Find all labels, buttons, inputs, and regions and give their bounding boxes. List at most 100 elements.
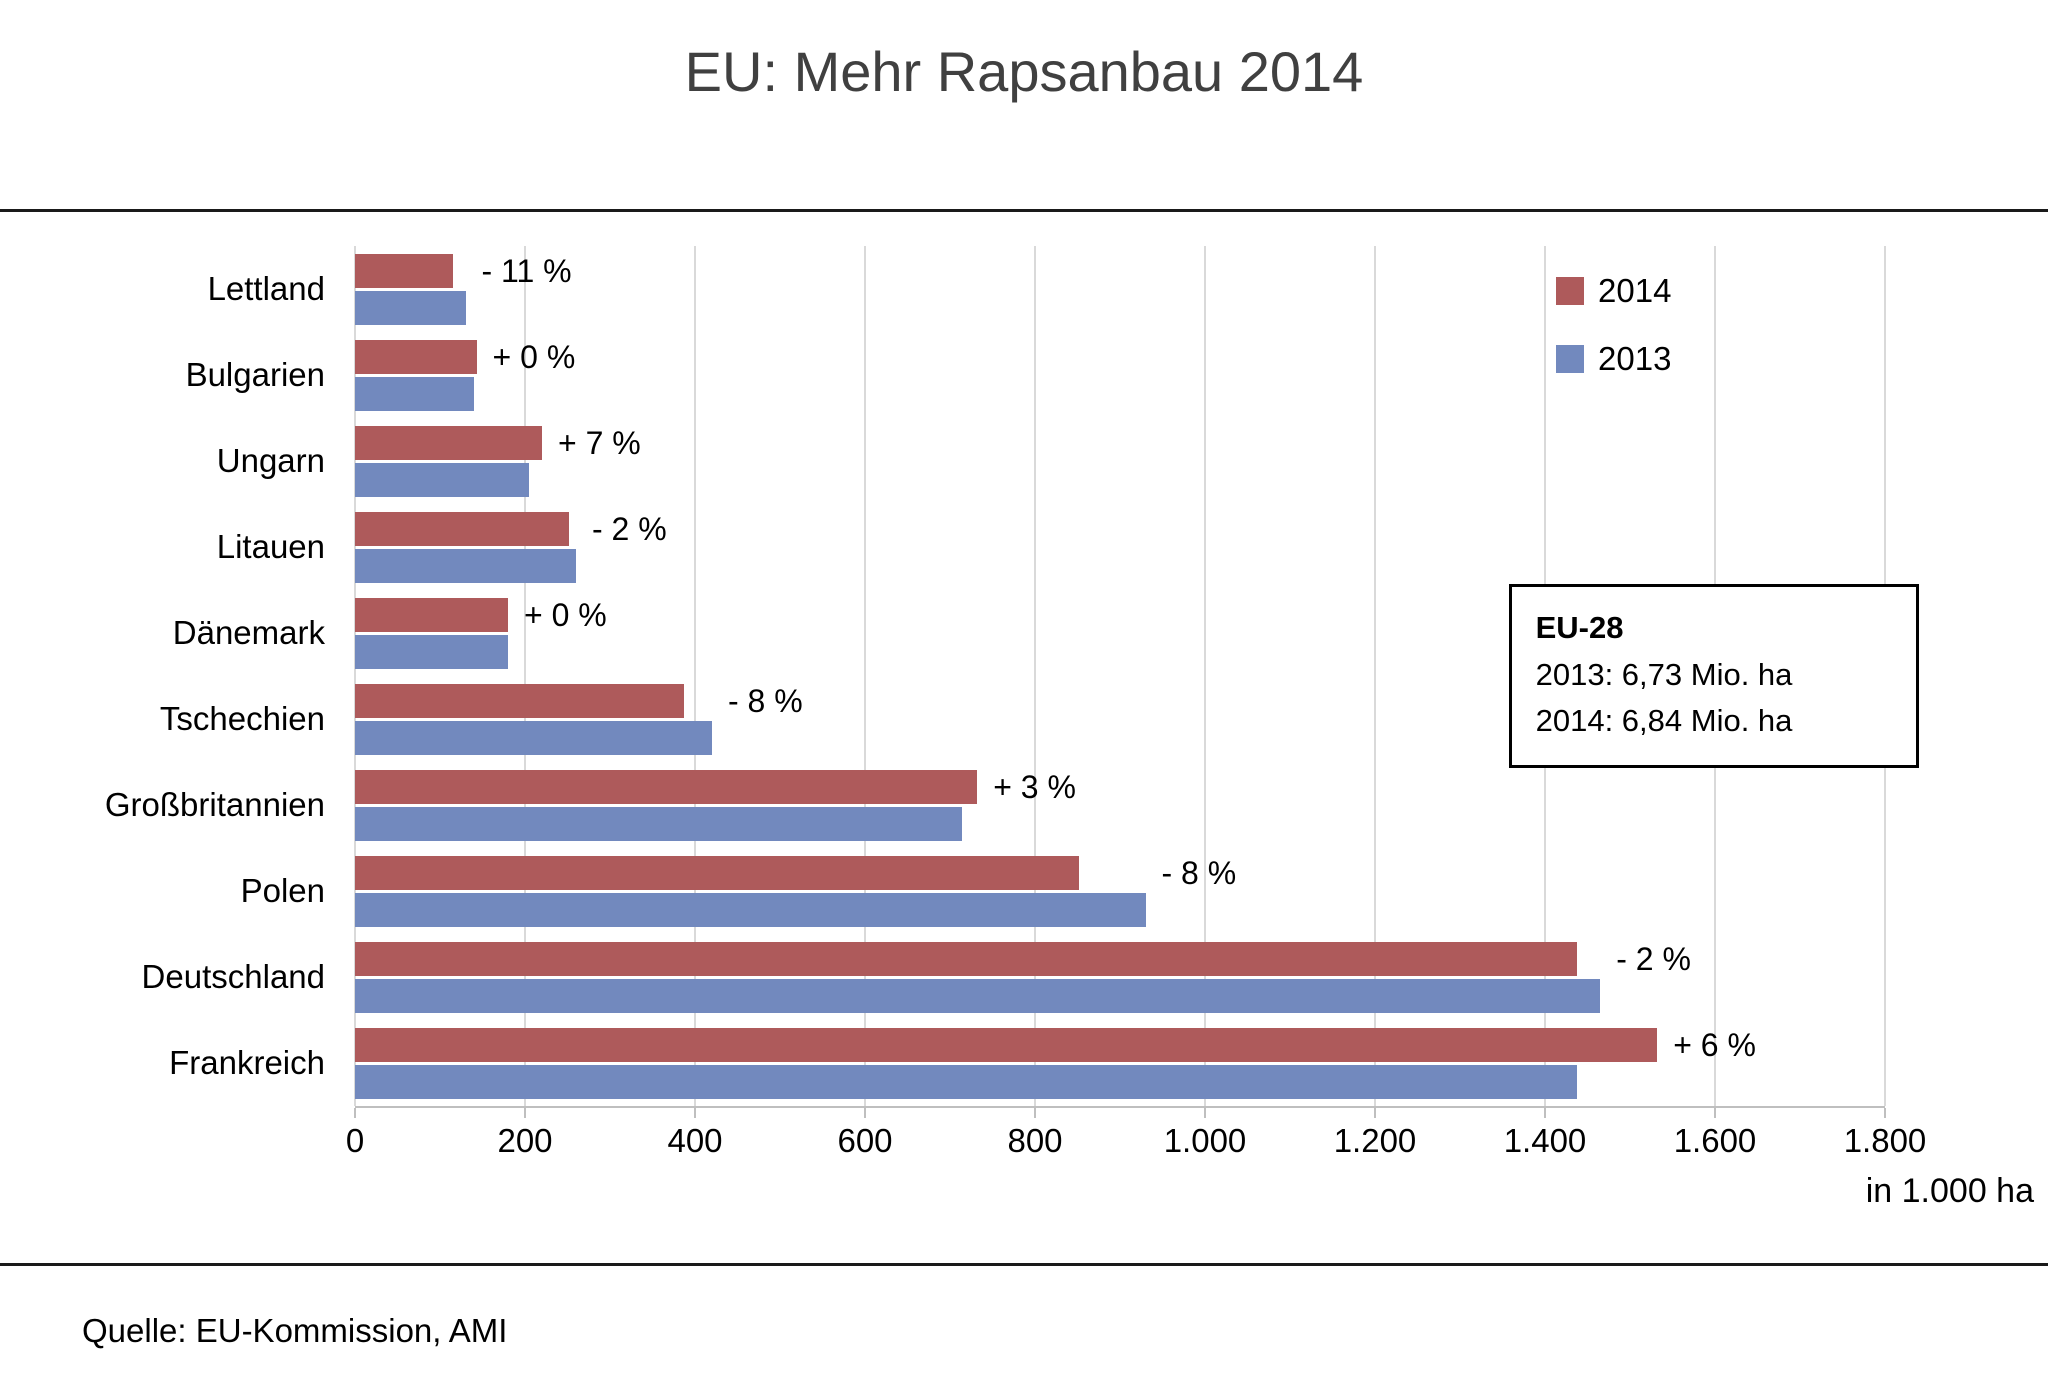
bar-2013: [355, 807, 962, 842]
bar-2014: [355, 1028, 1658, 1063]
change-percent-label: - 2 %: [592, 511, 667, 548]
gridline: [864, 246, 866, 1107]
category-label: Bulgarien: [185, 356, 325, 394]
category-row: Tschechien - 8 %: [160, 676, 1885, 762]
annotation-line-2013: 2013: 6,73 Mio. ha: [1535, 656, 1793, 692]
bar-2013: [355, 549, 576, 584]
gridline: [1034, 246, 1036, 1107]
bar-2014: [355, 512, 570, 547]
x-tick-label: 200: [497, 1122, 553, 1160]
x-tick-label: 0: [345, 1122, 365, 1160]
category-row: Großbritannien + 3 %: [105, 762, 1885, 848]
bar-2013: [355, 291, 466, 326]
bar-pair: [355, 512, 1885, 584]
chart-page: EU: Mehr Rapsanbau 2014 Lettland - 11 % Bu…: [0, 40, 2048, 1350]
legend-swatch-icon: [1556, 345, 1585, 374]
x-tick-label: 600: [837, 1122, 893, 1160]
bar-2013: [355, 377, 474, 412]
annotation-line-2014: 2014: 6,84 Mio. ha: [1535, 703, 1793, 739]
bar-2014: [355, 598, 508, 633]
category-row: Bulgarien + 0 %: [186, 332, 1885, 418]
bar-2014: [355, 340, 477, 375]
legend-item-2014: 2014: [1556, 272, 1671, 310]
bar-2014: [355, 942, 1578, 977]
plot-area: Lettland - 11 % Bulgarien + 0 % Ungarn + 7 % L…: [105, 246, 1919, 1109]
gridline: [694, 246, 696, 1107]
bar-pair: [355, 254, 1885, 326]
change-percent-label: + 3 %: [993, 769, 1076, 806]
bar-2014: [355, 254, 453, 289]
legend-label: 2013: [1598, 340, 1672, 378]
category-row: Dänemark + 0 %: [173, 590, 1885, 676]
category-label: Litauen: [216, 528, 325, 566]
chart-title: EU: Mehr Rapsanbau 2014: [684, 40, 1364, 103]
bar-pair: [355, 684, 1885, 756]
gridline: [1204, 246, 1206, 1107]
category-row: Polen - 8 %: [241, 848, 1885, 934]
category-row: Ungarn + 7 %: [217, 418, 1885, 504]
x-axis-ticks: 0 200 400 600 800 1.000 1.200 1.400 1.600 1.800: [346, 1108, 1926, 1168]
category-label: Großbritannien: [104, 786, 325, 824]
category-label: Tschechien: [159, 700, 325, 738]
x-axis-unit-label: in 1.000 ha: [1865, 1172, 2034, 1211]
bar-2013: [355, 635, 508, 670]
category-label: Dänemark: [172, 614, 325, 652]
source-note: Quelle: EU-Kommission, AMI: [82, 1312, 508, 1350]
x-tick-mark: [1204, 1108, 1206, 1119]
change-percent-label: - 8 %: [1161, 855, 1237, 892]
category-label: Polen: [240, 872, 325, 910]
eu28-annotation-box: EU-28 2013: 6,73 Mio. ha 2014: 6,84 Mio.…: [1508, 584, 1919, 768]
x-tick-mark: [1714, 1108, 1716, 1119]
category-row: Litauen - 2 %: [217, 504, 1885, 590]
legend-swatch-icon: [1556, 277, 1585, 306]
bar-rows: Lettland - 11 % Bulgarien + 0 % Ungarn + 7 % L…: [105, 246, 1885, 1106]
category-label: Lettland: [207, 270, 325, 308]
category-label: Frankreich: [169, 1044, 325, 1082]
bar-chart: Lettland - 11 % Bulgarien + 0 % Ungarn + 7 % L…: [0, 246, 1926, 1168]
legend-label: 2014: [1598, 272, 1672, 310]
change-percent-label: - 11 %: [481, 253, 572, 290]
legend-item-2013: 2013: [1556, 340, 1671, 378]
x-tick-label: 1.200: [1333, 1122, 1417, 1160]
bar-2013: [355, 463, 530, 498]
change-percent-label: + 6 %: [1673, 1027, 1756, 1064]
category-row: Frankreich + 6 %: [169, 1020, 1885, 1106]
change-percent-label: - 8 %: [728, 683, 803, 720]
x-tick-mark: [1374, 1108, 1376, 1119]
bar-2013: [355, 721, 712, 756]
x-tick-label: 1.000: [1163, 1122, 1247, 1160]
bottom-divider: [0, 1263, 2048, 1267]
x-tick-label: 800: [1007, 1122, 1063, 1160]
bar-pair: [355, 1028, 1885, 1100]
gridline: [524, 246, 526, 1107]
bar-pair: [355, 770, 1885, 842]
bar-pair: [355, 942, 1885, 1014]
x-tick-mark: [524, 1108, 526, 1119]
legend: 2014 2013: [1556, 272, 1671, 378]
bar-2014: [355, 770, 978, 805]
top-divider: [0, 209, 2048, 213]
x-tick-mark: [694, 1108, 696, 1119]
change-percent-label: + 0 %: [492, 339, 576, 376]
gridline: [354, 246, 356, 1107]
x-tick-mark: [864, 1108, 866, 1119]
bar-pair: [355, 598, 1885, 670]
bar-2013: [355, 979, 1601, 1014]
bar-2013: [355, 1065, 1578, 1100]
bar-pair: [355, 856, 1885, 928]
x-tick-label: 400: [667, 1122, 723, 1160]
gridline: [1374, 246, 1376, 1107]
change-percent-label: + 7 %: [558, 425, 641, 462]
bar-pair: [355, 426, 1885, 498]
bar-2014: [355, 426, 542, 461]
x-tick-mark: [1034, 1108, 1036, 1119]
bar-2014: [355, 856, 1080, 891]
x-tick-mark: [354, 1108, 356, 1119]
category-label: Deutschland: [141, 958, 325, 996]
x-tick-mark: [1884, 1108, 1886, 1119]
x-tick-mark: [1544, 1108, 1546, 1119]
bar-2013: [355, 893, 1146, 928]
category-row: Lettland - 11 %: [208, 246, 1885, 332]
change-percent-label: - 2 %: [1616, 941, 1691, 978]
bar-2014: [355, 684, 684, 719]
